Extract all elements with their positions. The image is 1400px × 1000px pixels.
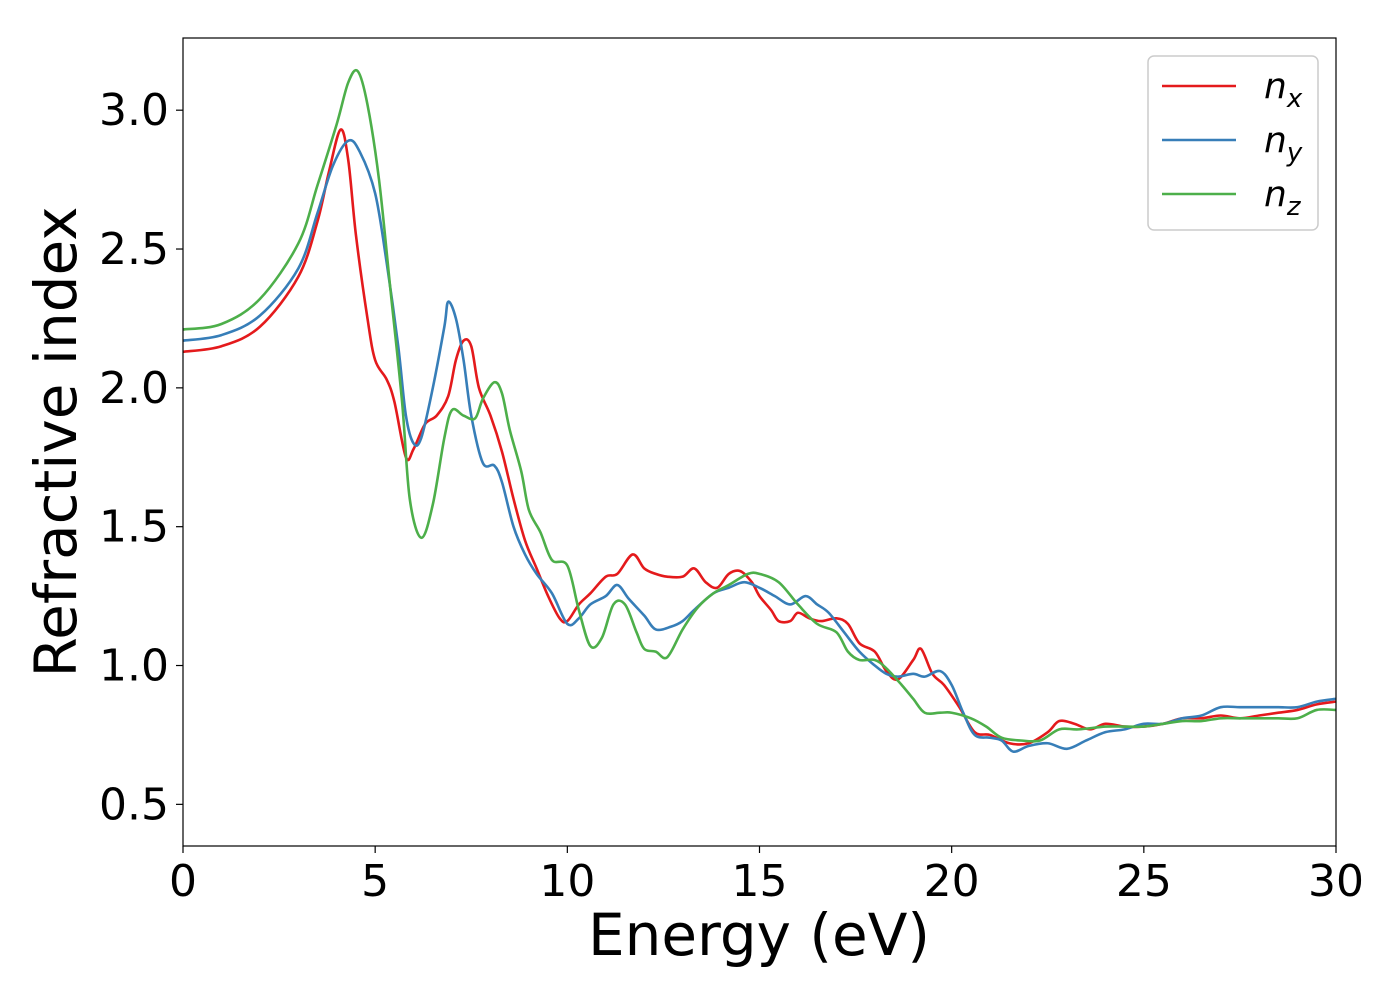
y-tick-label: 0.5 xyxy=(99,779,169,830)
y-tick-label: 1.0 xyxy=(99,641,169,692)
y-axis-label: Refractive index xyxy=(22,206,90,677)
y-axis-ticks: 0.5 1.0 1.5 2.0 2.5 3.0 xyxy=(99,85,183,830)
x-tick-label: 15 xyxy=(732,856,788,907)
x-tick-label: 25 xyxy=(1116,856,1172,907)
series-line-n-x xyxy=(183,128,1336,746)
y-tick-label: 1.5 xyxy=(99,502,169,553)
x-tick-label: 20 xyxy=(924,856,980,907)
x-tick-label: 5 xyxy=(361,856,389,907)
series-layer xyxy=(183,68,1336,753)
series-line-n-z xyxy=(183,68,1336,743)
y-tick-label: 3.0 xyxy=(99,85,169,136)
y-tick-label: 2.5 xyxy=(99,224,169,275)
legend-box xyxy=(1147,55,1319,231)
x-tick-label: 30 xyxy=(1308,856,1364,907)
y-tick-label: 2.0 xyxy=(99,363,169,414)
x-tick-label: 0 xyxy=(169,856,197,907)
x-axis-ticks: 0 5 10 15 20 25 30 xyxy=(169,846,1364,907)
x-tick-label: 10 xyxy=(539,856,595,907)
x-axis-label: Energy (eV) xyxy=(588,901,930,969)
